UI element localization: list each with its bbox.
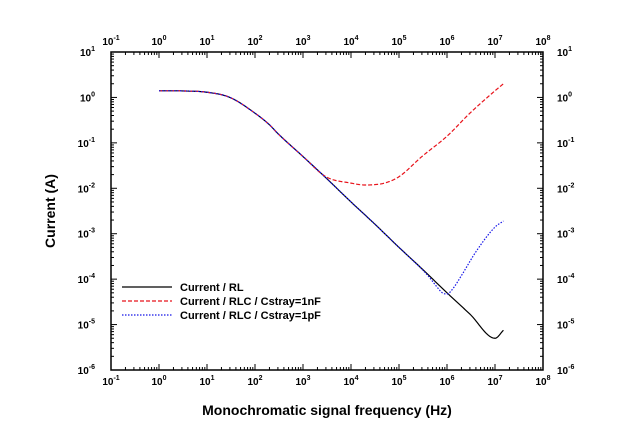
legend: Current / RL Current / RLC / Cstray=1nF Cu… [122, 282, 321, 322]
tick-marks [110, 51, 544, 371]
legend-label-1: Current / RL [180, 282, 244, 294]
x-tick-label-top: 108 [535, 35, 550, 48]
x-tick-label-bottom: 108 [535, 375, 550, 388]
x-tick-label-bottom: 103 [295, 375, 310, 388]
x-tick-label-bottom: 10-1 [102, 375, 119, 388]
x-tick-label-bottom: 100 [151, 375, 166, 388]
x-axis-title: Monochromatic signal frequency (Hz) [202, 402, 452, 418]
y-tick-label-left: 10-2 [78, 182, 95, 195]
x-tick-label-top: 106 [439, 35, 454, 48]
legend-label-3: Current / RLC / Cstray=1pF [180, 310, 321, 322]
series-lines [158, 83, 504, 339]
x-tick-label-top: 105 [391, 35, 406, 48]
y-tick-label-left: 100 [80, 91, 95, 104]
series-line-3 [158, 90, 504, 295]
x-tick-label-bottom: 102 [247, 375, 262, 388]
y-tick-label-right: 101 [557, 46, 572, 59]
y-tick-label-right: 10-2 [557, 182, 574, 195]
y-tick-label-left: 10-3 [78, 228, 95, 241]
y-tick-label-right: 10-6 [557, 364, 574, 377]
x-tick-label-top: 104 [343, 35, 358, 48]
y-tick-label-left: 10-4 [78, 273, 95, 286]
x-tick-label-top: 102 [247, 35, 262, 48]
legend-label-2: Current / RLC / Cstray=1nF [180, 296, 321, 308]
x-tick-label-top: 103 [295, 35, 310, 48]
y-tick-label-left: 10-5 [78, 319, 95, 332]
x-tick-label-top: 107 [487, 35, 502, 48]
series-line-2 [158, 83, 504, 186]
x-tick-label-bottom: 101 [199, 375, 214, 388]
y-tick-label-left: 10-1 [78, 137, 95, 150]
y-tick-label-right: 10-3 [557, 228, 574, 241]
y-tick-label-left: 101 [80, 46, 95, 59]
x-tick-label-bottom: 104 [343, 375, 358, 388]
y-tick-label-right: 10-4 [557, 273, 574, 286]
x-tick-label-bottom: 106 [439, 375, 454, 388]
y-axis-title: Current (A) [42, 174, 58, 248]
x-tick-label-top: 10-1 [102, 35, 119, 48]
y-tick-label-right: 10-5 [557, 319, 574, 332]
plot-frame [110, 51, 544, 371]
x-tick-label-bottom: 107 [487, 375, 502, 388]
y-tick-label-left: 10-6 [78, 364, 95, 377]
y-tick-label-right: 10-1 [557, 137, 574, 150]
y-tick-label-right: 100 [557, 91, 572, 104]
x-tick-label-bottom: 105 [391, 375, 406, 388]
x-tick-label-top: 100 [151, 35, 166, 48]
x-tick-label-top: 101 [199, 35, 214, 48]
